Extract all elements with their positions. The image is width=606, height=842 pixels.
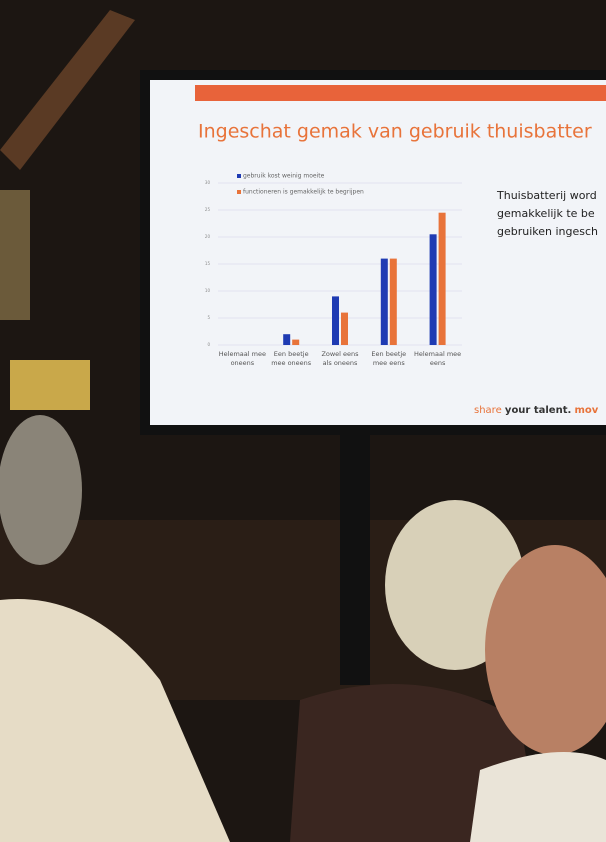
footer: share your talent. mov (474, 405, 599, 416)
bar (292, 340, 299, 345)
y-tick-label: 30 (205, 180, 211, 185)
x-tick-label: Helemaal mee eens (414, 350, 462, 368)
photo: Ingeschat gemak van gebruik thuisbatter … (0, 0, 606, 842)
side-text: Thuisbatterij word (496, 189, 597, 202)
slide-bar (195, 85, 606, 101)
legend-swatch (237, 190, 241, 194)
x-tick-label: Een beetje mee oneens (267, 350, 315, 368)
bar (439, 213, 446, 345)
stand (340, 435, 370, 685)
bar (381, 259, 388, 345)
wall (0, 190, 30, 320)
x-tick-label: Helemaal mee oneens (218, 350, 266, 368)
x-tick-label: Zowel eens als oneens (316, 350, 364, 368)
bar (390, 259, 397, 345)
bar (283, 334, 290, 345)
footer-part: share (474, 405, 502, 416)
footer-part: mov (574, 405, 598, 416)
legend-label: functioneren is gemakkelijk te begrijpen (243, 189, 364, 196)
y-tick-label: 15 (205, 261, 211, 266)
scene: Ingeschat gemak van gebruik thuisbatter … (0, 0, 606, 842)
person-head (0, 415, 82, 565)
y-tick-label: 20 (205, 234, 211, 239)
x-tick-label: Een beetje mee eens (365, 350, 413, 368)
side-text: gemakkelijk te be (497, 207, 595, 220)
y-tick-label: 25 (205, 207, 211, 212)
legend-label: gebruik kost weinig moeite (243, 173, 325, 180)
slide-title: Ingeschat gemak van gebruik thuisbatter (198, 121, 592, 143)
bar (341, 313, 348, 345)
footer-part: your talent. (505, 405, 571, 416)
bar (430, 234, 437, 345)
side-text: gebruiken ingesch (497, 225, 598, 238)
y-tick-label: 10 (205, 288, 211, 293)
flowers (10, 360, 90, 410)
bar (332, 296, 339, 345)
legend-swatch (237, 174, 241, 178)
